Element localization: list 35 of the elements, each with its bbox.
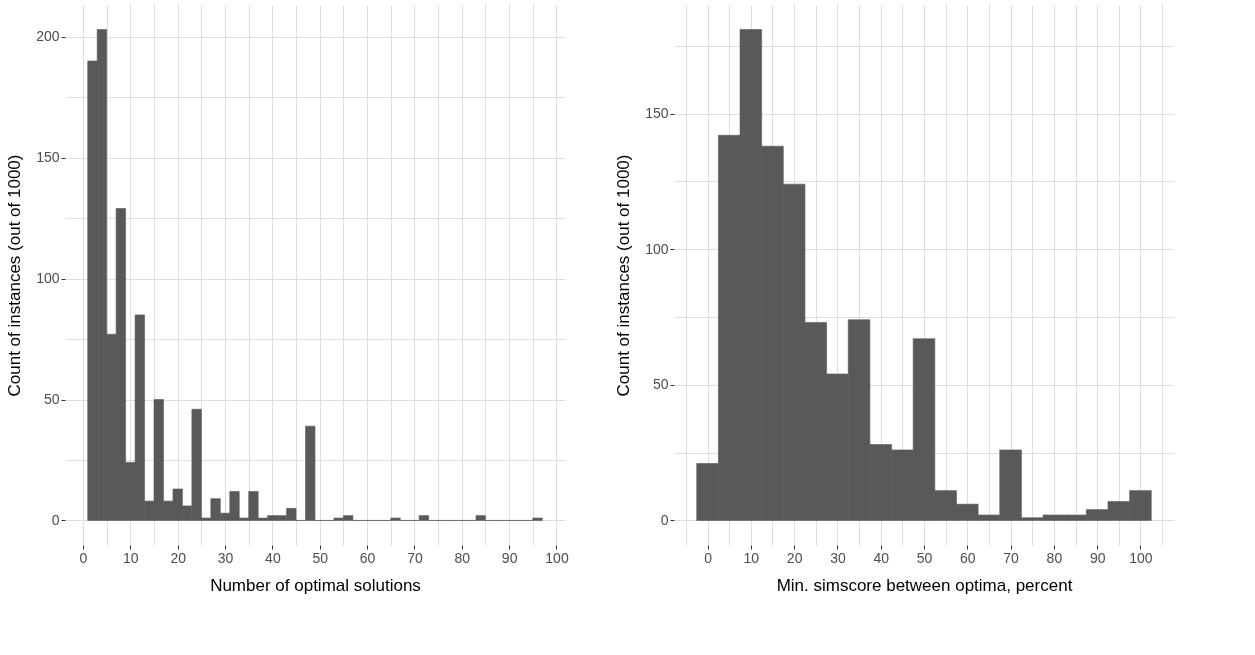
y-tick-label: 100 <box>645 240 669 257</box>
y-tick-label: 50 <box>652 376 669 393</box>
x-tick-label: 20 <box>170 549 187 566</box>
x-tick-label: 30 <box>830 549 846 566</box>
x-tick-label: 90 <box>501 549 518 566</box>
x-tick-label: 0 <box>704 549 713 566</box>
x-tick-label: 60 <box>960 549 976 566</box>
y-tick-label: 0 <box>51 511 60 528</box>
y-tick-label: 150 <box>36 149 60 166</box>
x-tick-label: 50 <box>312 549 329 566</box>
x-tick-label: 60 <box>359 549 376 566</box>
x-tick-label: 80 <box>454 549 471 566</box>
x-tick-label: 100 <box>545 549 569 566</box>
y-tick-label: 200 <box>36 28 60 45</box>
x-tick-label: 30 <box>217 549 234 566</box>
x-tick-label: 70 <box>1003 549 1020 566</box>
x-tick-label: 40 <box>265 549 281 566</box>
x-axis-title: Min. simscore between optima, percent <box>776 575 1073 595</box>
y-axis-title: Count of instances (out of 1000) <box>614 154 634 397</box>
x-tick-label: 50 <box>916 549 933 566</box>
x-tick-label: 90 <box>1089 549 1106 566</box>
y-axis-title: Count of instances (out of 1000) <box>5 154 25 397</box>
x-tick-label: 70 <box>407 549 423 566</box>
x-tick-label: 40 <box>873 549 890 566</box>
x-axis-title: Number of optimal solutions <box>210 575 421 595</box>
x-tick-label: 10 <box>123 549 139 566</box>
x-tick-label: 80 <box>1046 549 1063 566</box>
x-tick-label: 20 <box>786 549 803 566</box>
y-tick-label: 100 <box>36 270 60 287</box>
x-tick-label: 100 <box>1129 549 1153 566</box>
y-tick-label: 50 <box>43 391 60 408</box>
x-tick-label: 10 <box>743 549 760 566</box>
y-tick-label: 150 <box>645 105 669 122</box>
y-tick-label: 0 <box>660 511 669 528</box>
x-tick-label: 0 <box>79 549 88 566</box>
